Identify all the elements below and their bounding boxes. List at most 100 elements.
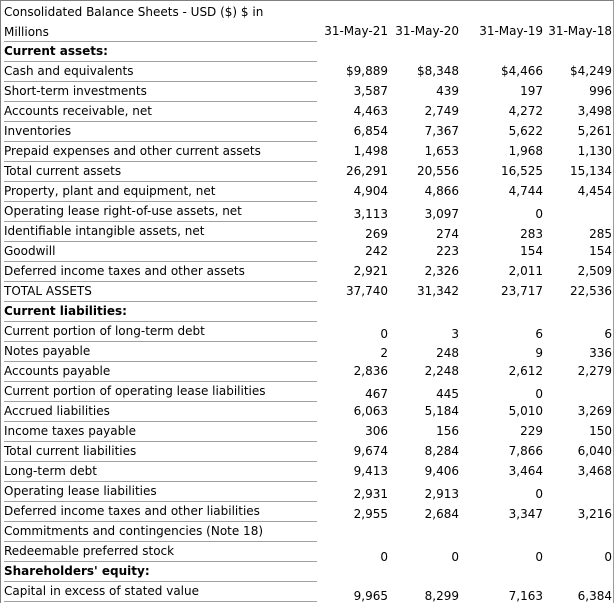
value-cell: 0 xyxy=(380,327,388,341)
row-label: Operating lease liabilities xyxy=(4,481,317,502)
value-cell xyxy=(547,301,612,321)
section-heading: Current liabilities: xyxy=(4,301,317,322)
value-cell: 0 xyxy=(604,550,612,564)
row-label: Current portion of long-term debt xyxy=(4,321,317,342)
value-cell: 439 xyxy=(436,84,459,98)
value-cell: 3,498 xyxy=(577,104,612,118)
table-row: Redeemable preferred stock 0 0 0 0 xyxy=(1,541,615,564)
value-cell: 2,279 xyxy=(577,364,612,378)
value-cell: 3 xyxy=(451,327,459,341)
table-row: Inventories 6,854 7,367 5,622 5,261 xyxy=(1,121,615,142)
value-cell xyxy=(547,521,612,541)
value-cell xyxy=(477,521,543,541)
value-cell: $4,466 xyxy=(501,64,543,78)
row-label: Deferred income taxes and other liabilit… xyxy=(4,501,317,522)
value-cell: 26,291 xyxy=(346,164,388,178)
value-cell xyxy=(394,301,459,321)
value-cell: 4,904 xyxy=(353,184,388,198)
value-cell: $8,348 xyxy=(417,64,459,78)
value-cell xyxy=(323,521,388,541)
value-cell: 15,134 xyxy=(570,164,612,178)
value-cell xyxy=(477,301,543,321)
value-cell: 154 xyxy=(589,244,612,258)
row-label: Capital in excess of stated value xyxy=(4,581,317,602)
table-row: Operating lease liabilities 2,931 2,913 0 xyxy=(1,481,615,502)
value-cell: 4,463 xyxy=(353,104,388,118)
column-header-2019: 31-May-19 xyxy=(479,24,543,38)
value-cell: 22,536 xyxy=(570,284,612,298)
value-cell: 248 xyxy=(436,346,459,360)
row-label: Short-term investments xyxy=(4,81,317,102)
value-cell: 4,454 xyxy=(577,184,612,198)
row-label: Redeemable preferred stock xyxy=(4,541,317,562)
value-cell: 1,968 xyxy=(508,144,543,158)
value-cell: 9,965 xyxy=(353,589,388,603)
value-cell: 283 xyxy=(520,227,543,241)
value-cell: 3,464 xyxy=(508,464,543,478)
value-cell: 4,744 xyxy=(508,184,543,198)
value-cell: 0 xyxy=(535,487,543,501)
value-cell: 3,347 xyxy=(508,507,543,521)
value-cell: 31,342 xyxy=(417,284,459,298)
value-cell: 445 xyxy=(436,387,459,401)
row-label: Current portion of operating lease liabi… xyxy=(4,381,317,402)
value-cell: 7,866 xyxy=(508,444,543,458)
table-row: Income taxes payable 306 156 229 150 xyxy=(1,421,615,442)
value-cell: 6,854 xyxy=(353,124,388,138)
row-label: Total current assets xyxy=(4,161,317,182)
table-row: Cash and equivalents $9,889 $8,348 $4,466 $4… xyxy=(1,61,615,82)
value-cell xyxy=(547,561,612,581)
value-cell: 8,299 xyxy=(424,589,459,603)
table-row: Current assets: xyxy=(1,41,615,62)
value-cell xyxy=(477,41,543,61)
row-label: Identifiable intangible assets, net xyxy=(4,221,317,242)
table-row: Commitments and contingencies (Note 18) xyxy=(1,521,615,542)
value-cell: 20,556 xyxy=(417,164,459,178)
section-heading: Shareholders' equity: xyxy=(4,561,317,582)
value-cell: 2,749 xyxy=(424,104,459,118)
value-cell: 336 xyxy=(589,346,612,360)
row-label: Cash and equivalents xyxy=(4,61,317,82)
value-cell: 2,248 xyxy=(424,364,459,378)
value-cell xyxy=(477,561,543,581)
table-row: Prepaid expenses and other current asset… xyxy=(1,141,615,162)
value-cell: 3,216 xyxy=(577,507,612,521)
value-cell: 242 xyxy=(365,244,388,258)
value-cell: 285 xyxy=(589,227,612,241)
value-cell: 1,498 xyxy=(353,144,388,158)
table-row: Total current liabilities 9,674 8,284 7,866… xyxy=(1,441,615,462)
value-cell: 996 xyxy=(589,84,612,98)
value-cell: 6,384 xyxy=(577,589,612,603)
value-cell: 0 xyxy=(451,550,459,564)
value-cell: 223 xyxy=(436,244,459,258)
value-cell: 2,913 xyxy=(424,487,459,501)
value-cell: 197 xyxy=(520,84,543,98)
value-cell xyxy=(323,301,388,321)
value-cell: 269 xyxy=(365,227,388,241)
table-title-line1: Consolidated Balance Sheets - USD ($) $ … xyxy=(4,5,264,19)
value-cell: 9 xyxy=(535,346,543,360)
value-cell: 23,717 xyxy=(501,284,543,298)
row-label: Deferred income taxes and other assets xyxy=(4,261,317,282)
row-label: Inventories xyxy=(4,121,317,142)
table-row: Current liabilities: xyxy=(1,301,615,322)
table-row: Shareholders' equity: xyxy=(1,561,615,582)
column-header-2021: 31-May-21 xyxy=(324,24,388,38)
column-header-2020: 31-May-20 xyxy=(395,24,459,38)
table-row: Property, plant and equipment, net 4,904 4… xyxy=(1,181,615,202)
row-label: TOTAL ASSETS xyxy=(4,281,317,302)
value-cell: 3,587 xyxy=(353,84,388,98)
value-cell: 2,955 xyxy=(353,507,388,521)
table-row: Deferred income taxes and other liabilit… xyxy=(1,501,615,522)
table-row: Total current assets 26,291 20,556 16,525 15… xyxy=(1,161,615,182)
table-title-line2: Millions xyxy=(4,23,317,42)
value-cell: 8,284 xyxy=(424,444,459,458)
value-cell: $9,889 xyxy=(346,64,388,78)
row-label: Income taxes payable xyxy=(4,421,317,442)
value-cell: 7,367 xyxy=(424,124,459,138)
table-row: Current portion of long-term debt 0 3 6 6 xyxy=(1,321,615,342)
value-cell xyxy=(547,41,612,61)
row-label: Accrued liabilities xyxy=(4,401,317,422)
row-label: Accounts payable xyxy=(4,361,317,382)
value-cell: 3,097 xyxy=(424,207,459,221)
